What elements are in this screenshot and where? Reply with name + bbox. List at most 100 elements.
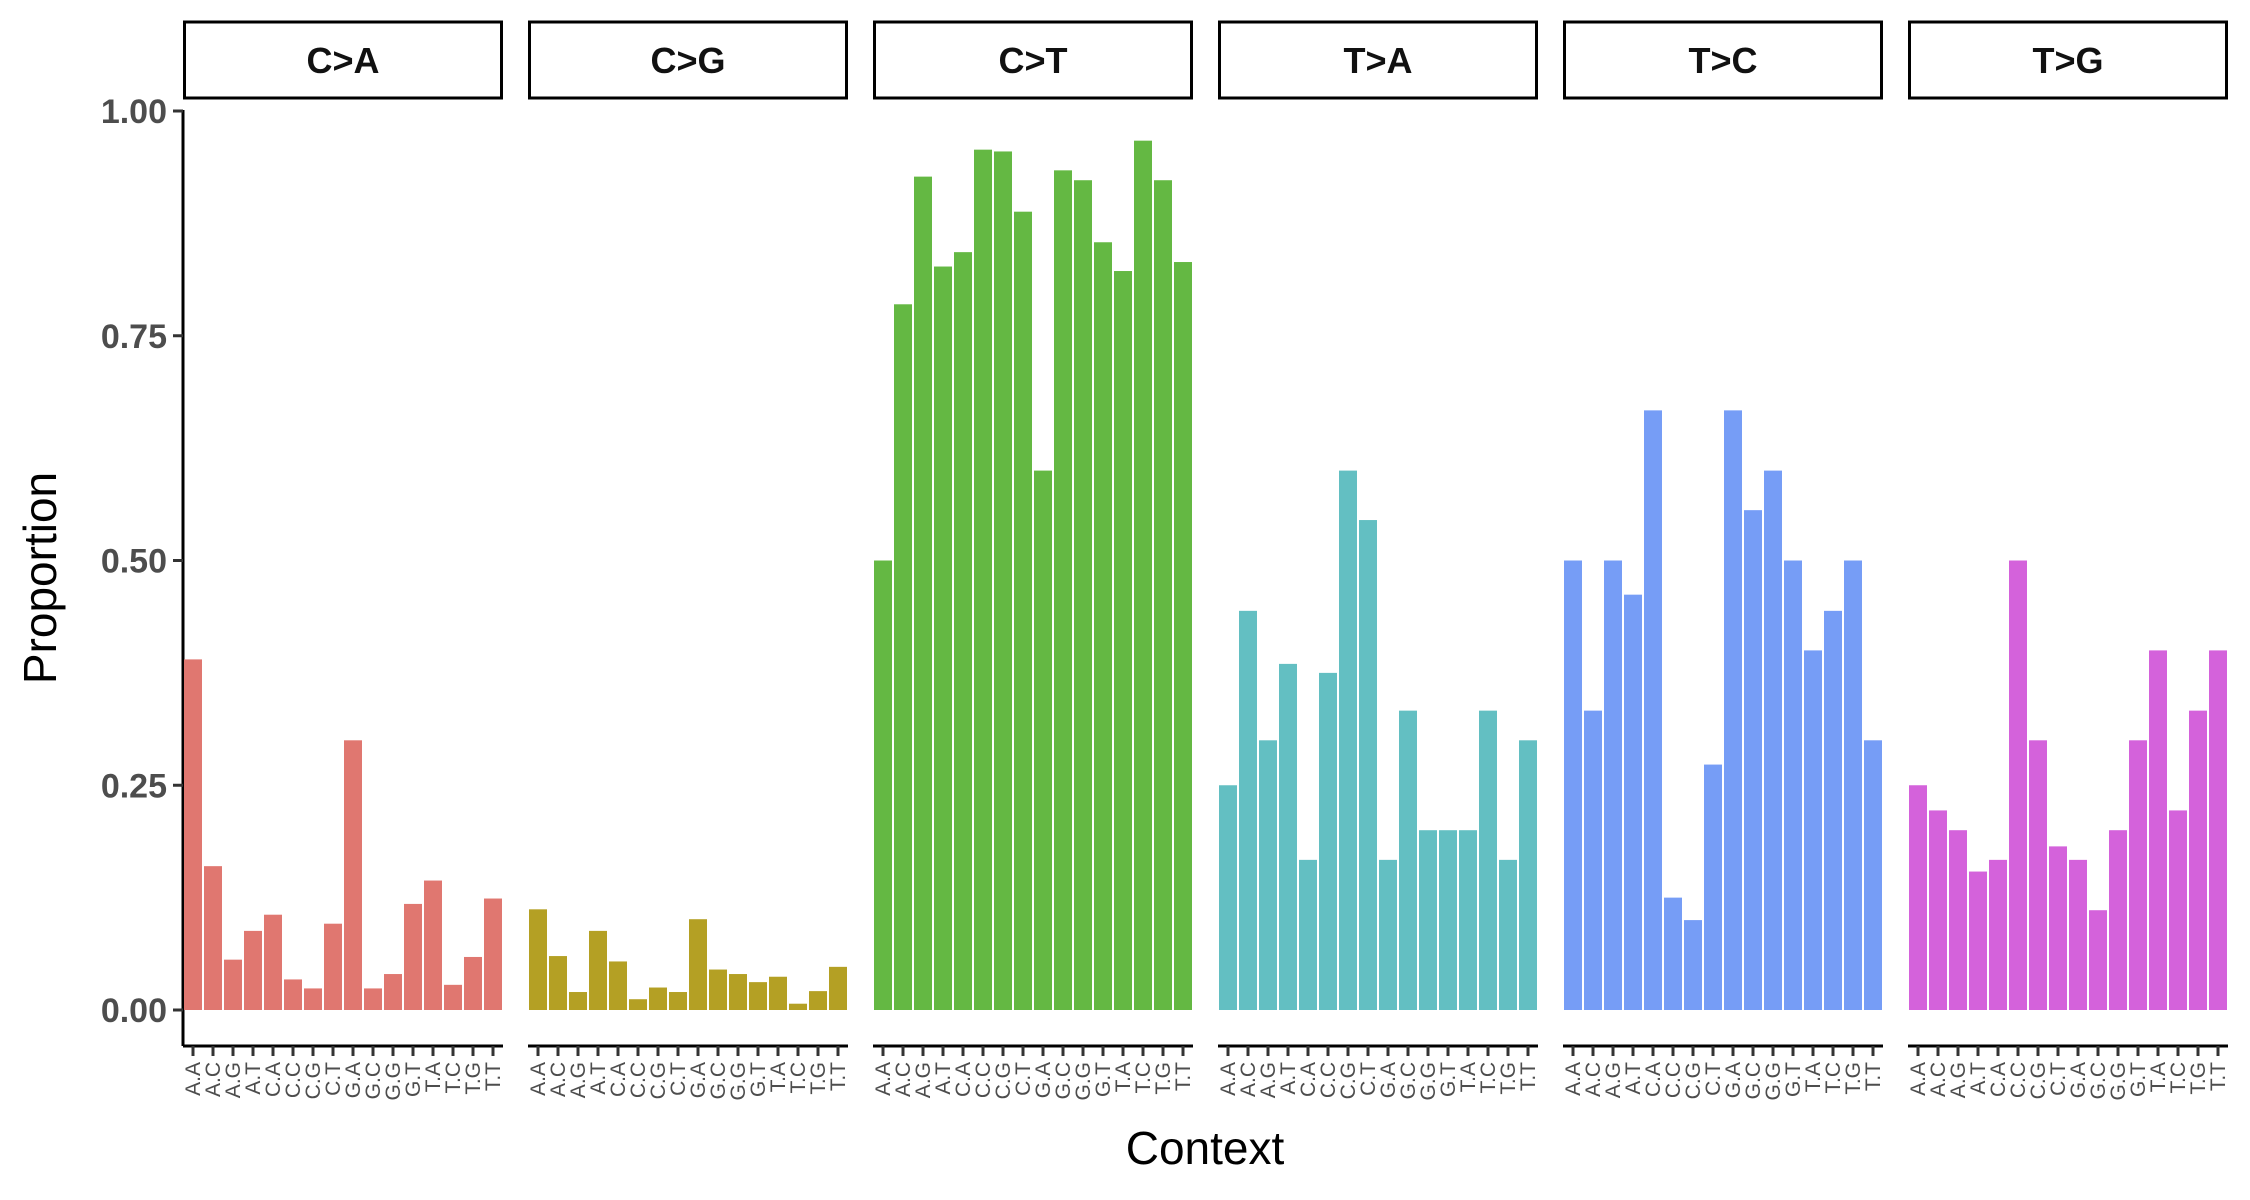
x-tick-label: T.C [2167,1062,2190,1094]
bar [1664,897,1682,1010]
x-tick-label: T.T [1517,1062,1540,1091]
x-tick-label: C.A [952,1062,975,1097]
x-tick-label: A.C [202,1062,225,1097]
bar [649,987,667,1010]
bar [709,969,727,1010]
bar [954,252,972,1010]
bar [2169,810,2187,1010]
x-tick-label: G.C [707,1062,730,1099]
bar [1239,610,1257,1010]
bar [2049,846,2067,1010]
bar [1564,560,1582,1010]
x-tick-label: T.T [482,1062,505,1091]
bar [244,930,262,1010]
x-tick-label: C.A [262,1062,285,1097]
x-tick-label: C.C [627,1062,650,1098]
facet-panel: C>AA.AA.CA.GA.TC.AC.CC.GC.TG.AG.CG.GG.TT… [182,20,505,1101]
bar [1014,211,1032,1011]
bar [224,959,242,1010]
x-tick-label: G.G [1762,1062,1785,1101]
x-tick-label: A.T [932,1062,955,1095]
x-tick-label: C.T [2047,1062,2070,1096]
bar [484,898,502,1010]
bar [444,984,462,1010]
facet-panel: T>AA.AA.CA.GA.TC.AC.CC.GC.TG.AG.CG.GG.TT… [1217,20,1540,1101]
x-tick-label: A.C [892,1062,915,1097]
bar [1804,650,1822,1010]
x-tick-label: T.G [807,1062,830,1095]
x-tick-label: G.C [2087,1062,2110,1099]
x-tick-label: G.C [1052,1062,1075,1099]
x-tick-label: C.G [1337,1062,1360,1099]
bar [1439,830,1457,1010]
facet-strip [873,20,1193,100]
bar [1299,859,1317,1010]
bar [2209,650,2227,1010]
bar [809,991,827,1010]
x-tick-label: C.G [2027,1062,2050,1099]
bar [749,982,767,1010]
x-tick-label: G.A [1722,1062,1745,1098]
bar [1359,520,1377,1010]
bar [1379,859,1397,1010]
facet-strip-label: T>G [2032,40,2103,81]
bar [629,999,647,1010]
x-tick-label: G.A [687,1062,710,1098]
facet-panel: T>GA.AA.CA.GA.TC.AC.CC.GC.TG.AG.CG.GG.TT… [1907,20,2230,1101]
facet-strip-label: T>C [1688,40,1757,81]
bar [1684,920,1702,1010]
bar [2109,830,2127,1010]
bar [324,923,342,1010]
facet-strip [1908,20,2228,100]
bar [404,903,422,1010]
bar [1074,180,1092,1010]
bar [2009,560,2027,1010]
bar [894,304,912,1010]
x-tick-label: G.A [2067,1062,2090,1098]
bar [1459,830,1477,1010]
bar [1339,470,1357,1011]
bar [1054,170,1072,1011]
facet-panel: T>CA.AA.CA.GA.TC.AC.CC.GC.TG.AG.CG.GG.TT… [1562,20,1885,1101]
bar [1909,785,1927,1010]
x-axis-title: Context [1126,1122,1285,1174]
bar [364,988,382,1010]
x-tick-label: G.T [747,1062,770,1097]
facet-panel: C>TA.AA.CA.GA.TC.AC.CC.GC.TG.AG.CG.GG.TT… [872,20,1195,1101]
bar [384,974,402,1010]
x-tick-label: T.T [1862,1062,1885,1091]
bar [184,659,202,1010]
x-tick-label: A.C [547,1062,570,1097]
x-tick-label: A.A [872,1062,895,1096]
x-tick-label: A.A [182,1062,205,1096]
bar [1824,610,1842,1010]
bar [1644,410,1662,1010]
x-tick-label: G.A [342,1062,365,1098]
bar [1319,672,1337,1010]
x-tick-label: C.A [1297,1062,1320,1097]
x-tick-label: C.G [302,1062,325,1099]
x-tick-label: T.T [827,1062,850,1091]
x-tick-label: T.A [767,1062,790,1092]
bar [1844,560,1862,1010]
x-tick-label: A.T [242,1062,265,1095]
x-tick-label: G.A [1032,1062,1055,1098]
y-tick-label: 1.00 [101,93,167,131]
bar [2029,740,2047,1010]
x-tick-label: T.G [2187,1062,2210,1095]
x-tick-label: T.G [1497,1062,1520,1095]
bar [1519,740,1537,1010]
x-tick-label: A.G [222,1062,245,1098]
bar [1114,271,1132,1011]
bar [1219,785,1237,1010]
x-tick-label: T.G [1842,1062,1865,1095]
x-tick-label: A.C [1582,1062,1605,1097]
x-tick-label: T.A [1457,1062,1480,1092]
bar [1744,510,1762,1010]
facet-strip [528,20,848,100]
x-tick-label: G.T [402,1062,425,1097]
x-tick-label: C.C [2007,1062,2030,1098]
bar [689,919,707,1010]
bar [549,956,567,1010]
bar [2089,910,2107,1010]
